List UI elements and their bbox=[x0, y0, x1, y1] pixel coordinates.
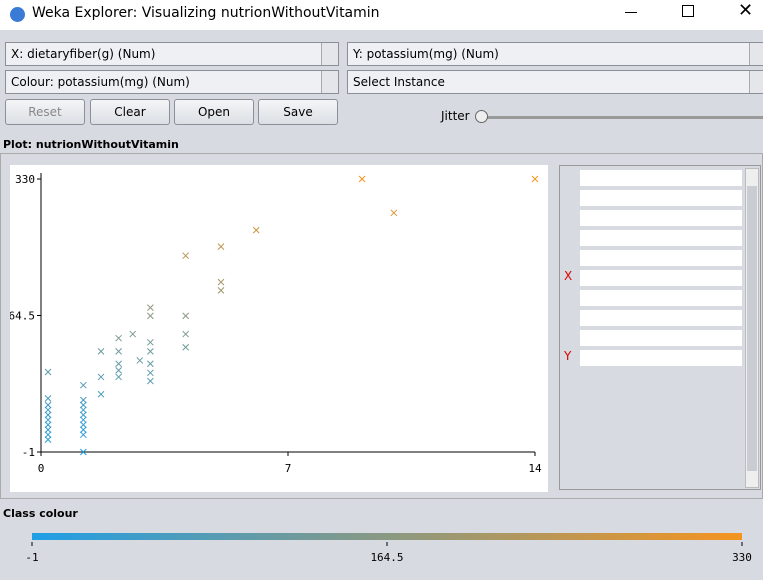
point bbox=[147, 348, 154, 355]
point bbox=[147, 338, 154, 346]
point bbox=[79, 396, 87, 404]
point bbox=[182, 343, 190, 351]
jitter-track bbox=[483, 116, 763, 119]
point bbox=[115, 334, 122, 342]
matrix-y-label: Y bbox=[564, 349, 572, 363]
mini-plot[interactable] bbox=[580, 230, 742, 246]
colour-gradient bbox=[32, 533, 742, 540]
point bbox=[147, 377, 154, 385]
maximize[interactable] bbox=[682, 5, 694, 17]
mini-plot[interactable] bbox=[580, 310, 742, 326]
point bbox=[182, 252, 190, 260]
point bbox=[217, 243, 225, 250]
point bbox=[79, 448, 87, 456]
window-title: Weka Explorer: Visualizing nutrionWithou… bbox=[32, 5, 380, 21]
point bbox=[136, 357, 144, 364]
y-tick-label: 164.5 bbox=[10, 310, 35, 323]
plot-background bbox=[10, 165, 548, 492]
reset-button[interactable]: Reset bbox=[5, 99, 85, 125]
scatter-plot: -1 164.5 330 0 7 14 bbox=[10, 165, 548, 492]
point bbox=[358, 175, 366, 183]
point bbox=[252, 226, 260, 234]
point bbox=[79, 421, 87, 429]
point bbox=[115, 373, 122, 381]
point bbox=[115, 360, 122, 368]
clear-button[interactable]: Clear bbox=[90, 99, 170, 125]
point bbox=[44, 406, 52, 414]
point bbox=[79, 411, 87, 419]
matrix-x-label: X bbox=[564, 269, 573, 283]
point bbox=[390, 209, 398, 217]
point bbox=[44, 368, 52, 376]
save-button[interactable]: Save bbox=[258, 99, 338, 125]
y-select[interactable]: Y: potassium(mg) (Num) bbox=[347, 42, 763, 66]
mini-plot[interactable] bbox=[580, 190, 742, 206]
y-tick-label: 330 bbox=[15, 173, 35, 186]
jitter-slider[interactable] bbox=[475, 110, 488, 123]
scroll-thumb[interactable] bbox=[747, 186, 757, 471]
point bbox=[79, 426, 87, 434]
open-button[interactable]: Open bbox=[174, 99, 254, 125]
point bbox=[44, 395, 52, 402]
close[interactable]: ✕ bbox=[738, 0, 754, 21]
mini-plot[interactable] bbox=[580, 170, 742, 186]
point bbox=[147, 369, 154, 377]
jitter-label: Jitter bbox=[441, 109, 470, 123]
mini-plot[interactable] bbox=[580, 290, 742, 306]
legend-tick-label: -1 bbox=[25, 551, 38, 564]
plot-title: Plot: nutrionWithoutVitamin bbox=[3, 138, 179, 151]
point bbox=[44, 431, 52, 439]
point bbox=[79, 401, 87, 409]
point bbox=[182, 312, 190, 320]
point bbox=[79, 431, 87, 439]
point bbox=[44, 421, 52, 429]
point bbox=[79, 416, 87, 424]
y-tick-label: -1 bbox=[22, 446, 35, 459]
legend-tick-label: 330 bbox=[732, 551, 752, 564]
mini-plot[interactable] bbox=[580, 250, 742, 266]
point bbox=[115, 366, 122, 374]
x-tick-label: 14 bbox=[528, 462, 542, 475]
point bbox=[115, 348, 122, 355]
point bbox=[97, 373, 105, 381]
matrix-panel: X Y bbox=[559, 165, 761, 490]
title-bar: Weka Explorer: Visualizing nutrionWithou… bbox=[0, 0, 763, 30]
point bbox=[129, 330, 137, 338]
point bbox=[531, 175, 539, 183]
legend-tick-label: 164.5 bbox=[370, 551, 403, 564]
legend-title: Class colour bbox=[3, 507, 78, 520]
mini-plot[interactable] bbox=[580, 350, 742, 366]
point bbox=[97, 390, 105, 398]
point bbox=[182, 330, 190, 338]
point bbox=[147, 312, 154, 320]
mini-plot[interactable] bbox=[580, 270, 742, 286]
point bbox=[217, 278, 225, 286]
point bbox=[44, 411, 52, 419]
point bbox=[44, 401, 52, 409]
minimize[interactable] bbox=[625, 12, 637, 13]
point bbox=[79, 406, 87, 414]
point bbox=[44, 416, 52, 424]
point bbox=[217, 286, 225, 294]
point bbox=[147, 304, 154, 312]
colour-select[interactable]: Colour: potassium(mg) (Num) bbox=[5, 70, 339, 94]
app-icon bbox=[10, 7, 25, 22]
x-tick-label: 7 bbox=[285, 462, 292, 475]
point bbox=[97, 348, 105, 355]
point bbox=[44, 426, 52, 434]
x-tick-label: 0 bbox=[38, 462, 45, 475]
colour-scale: -1 164.5 330 bbox=[25, 542, 752, 564]
point bbox=[44, 436, 52, 443]
point bbox=[147, 360, 154, 368]
instance-select[interactable]: Select Instance bbox=[347, 70, 763, 94]
mini-plot[interactable] bbox=[580, 210, 742, 226]
mini-plot[interactable] bbox=[580, 330, 742, 346]
x-select[interactable]: X: dietaryfiber(g) (Num) bbox=[5, 42, 339, 66]
point bbox=[79, 381, 87, 389]
